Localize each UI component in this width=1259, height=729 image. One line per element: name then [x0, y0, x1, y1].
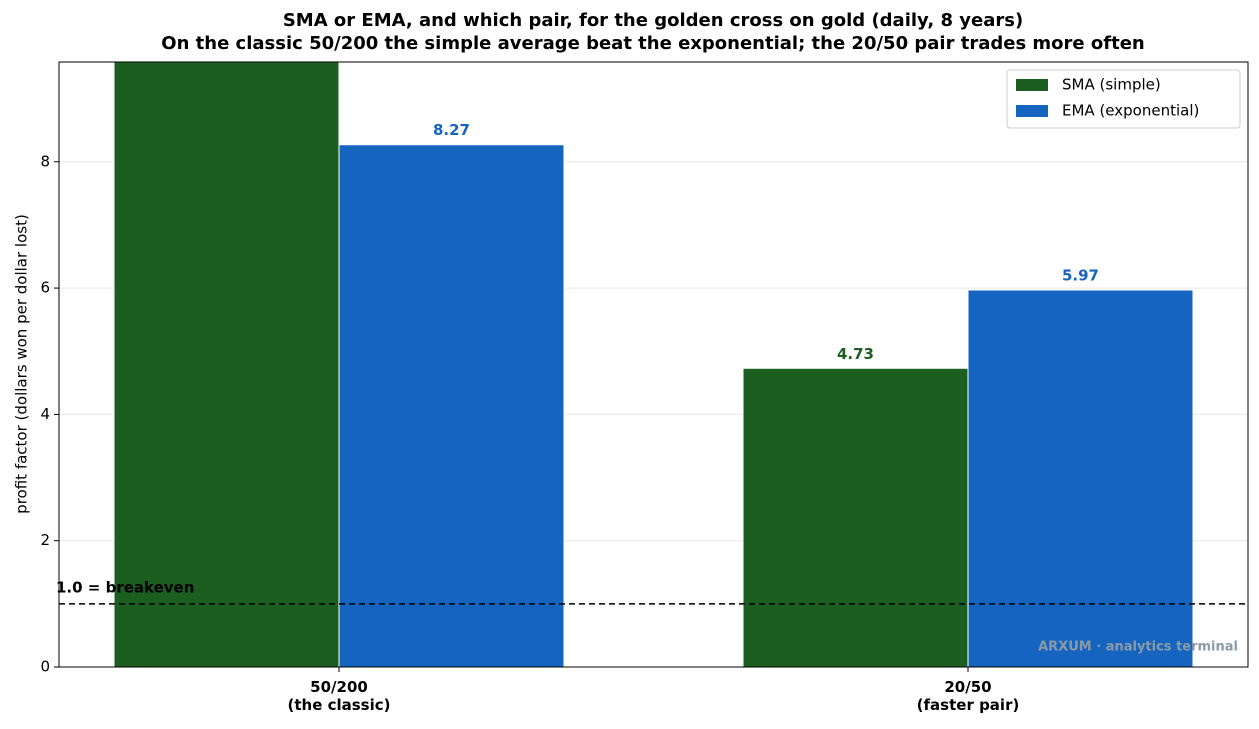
- x-tick-label: 50/200 (the classic): [287, 678, 390, 714]
- y-tick-label: 6: [40, 279, 50, 297]
- y-tick-label: 0: [40, 658, 50, 676]
- bar: [338, 144, 565, 667]
- value-label: 8.27: [433, 121, 470, 139]
- value-label: 5.97: [1062, 266, 1099, 284]
- legend-swatch: [1016, 105, 1048, 117]
- reference-label: 1.0 = breakeven: [56, 578, 194, 596]
- x-tick-label: 20/50 (faster pair): [917, 678, 1020, 714]
- value-label: 17.66 (off scale): [158, 107, 295, 125]
- chart-subtitle: On the classic 50/200 the simple average…: [161, 33, 1144, 54]
- y-axis-label: profit factor (dollars won per dollar lo…: [13, 214, 31, 514]
- legend-swatch: [1016, 79, 1048, 91]
- value-label: 4.73: [837, 345, 874, 363]
- legend-label: EMA (exponential): [1062, 102, 1199, 120]
- bar: [113, 62, 340, 667]
- legend-label: SMA (simple): [1062, 76, 1161, 94]
- bar: [967, 289, 1194, 667]
- chart-title: SMA or EMA, and which pair, for the gold…: [283, 10, 1023, 31]
- y-tick-label: 4: [40, 405, 50, 423]
- watermark: ARXUM · analytics terminal: [1038, 640, 1238, 655]
- legend-box: [1006, 69, 1241, 129]
- bars: [113, 62, 1194, 667]
- plot-frame: [58, 61, 1249, 668]
- y-tick-label: 8: [40, 152, 50, 170]
- bar: [742, 367, 969, 667]
- y-tick-label: 2: [40, 531, 50, 549]
